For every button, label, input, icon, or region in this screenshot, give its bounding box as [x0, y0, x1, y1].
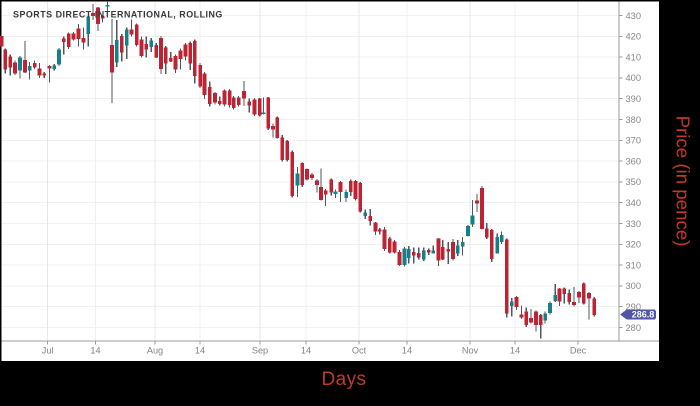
svg-text:Dec: Dec: [570, 346, 587, 356]
svg-text:300: 300: [626, 281, 642, 291]
svg-text:14: 14: [301, 346, 311, 356]
svg-text:Aug: Aug: [147, 346, 163, 356]
svg-text:14: 14: [402, 346, 412, 356]
svg-text:370: 370: [626, 136, 642, 146]
svg-text:Sep: Sep: [252, 346, 268, 356]
svg-text:Days: Days: [322, 369, 367, 390]
svg-text:320: 320: [626, 240, 642, 250]
svg-text:410: 410: [626, 52, 642, 62]
svg-text:14: 14: [510, 346, 520, 356]
svg-text:Nov: Nov: [462, 346, 479, 356]
svg-text:Price (in pence): Price (in pence): [673, 116, 694, 247]
svg-text:380: 380: [626, 115, 642, 125]
svg-text:14: 14: [195, 346, 205, 356]
svg-text:330: 330: [626, 219, 642, 229]
svg-text:360: 360: [626, 156, 642, 166]
svg-text:400: 400: [626, 73, 642, 83]
svg-text:430: 430: [626, 11, 642, 21]
svg-text:280: 280: [626, 323, 642, 333]
svg-text:286.8: 286.8: [632, 310, 655, 320]
svg-text:290: 290: [626, 302, 642, 312]
svg-text:Oct: Oct: [352, 346, 367, 356]
svg-text:14: 14: [90, 346, 100, 356]
svg-text:340: 340: [626, 198, 642, 208]
svg-text:420: 420: [626, 32, 642, 42]
svg-text:350: 350: [626, 177, 642, 187]
svg-text:310: 310: [626, 260, 642, 270]
svg-text:Jul: Jul: [42, 346, 54, 356]
svg-text:390: 390: [626, 94, 642, 104]
svg-text:SPORTS DIRECT INTERNATIONAL, R: SPORTS DIRECT INTERNATIONAL, ROLLING: [13, 10, 223, 20]
